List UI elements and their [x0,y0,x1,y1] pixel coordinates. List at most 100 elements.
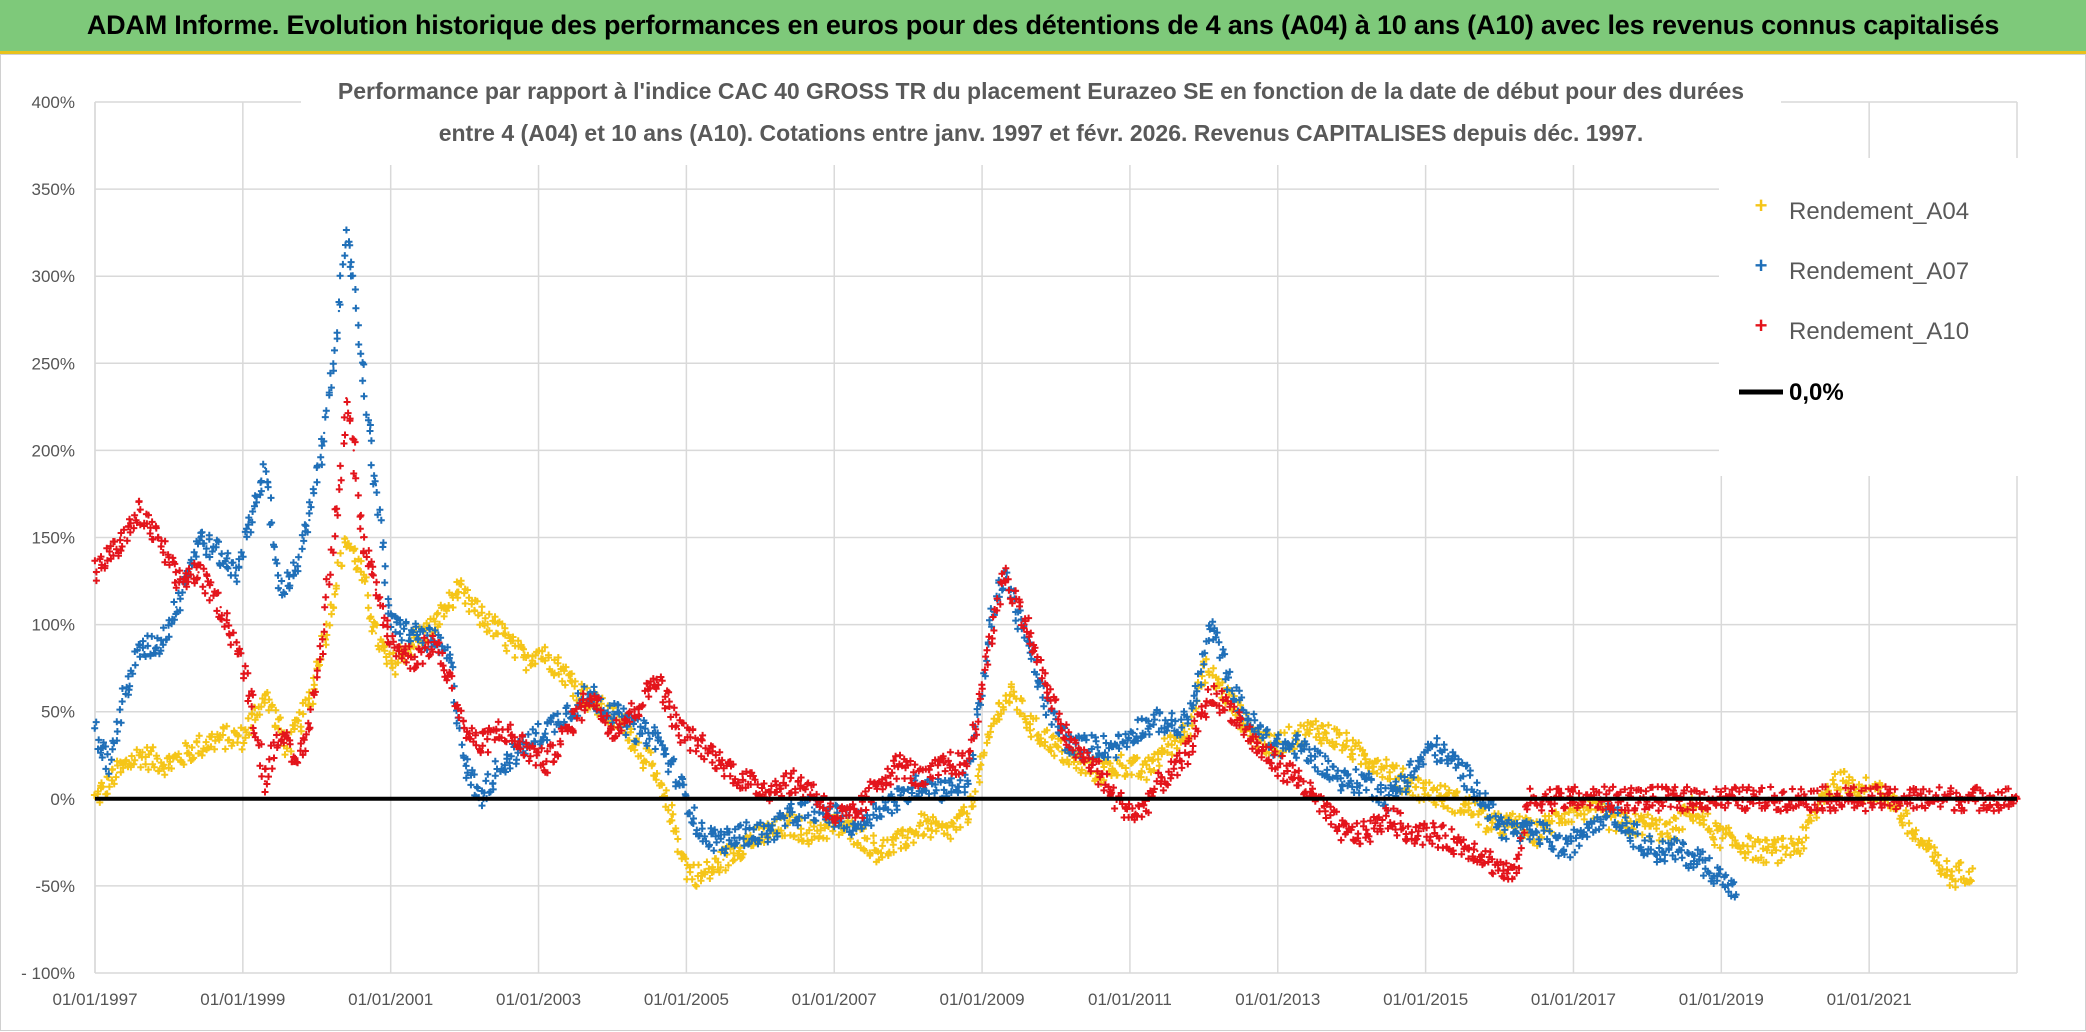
data-point [278,727,282,731]
data-point [359,536,363,539]
data-point [943,832,947,835]
data-point [980,762,984,766]
data-point [1779,849,1782,853]
data-point [1195,727,1198,731]
data-point [633,727,636,731]
data-point [589,693,592,696]
data-point [433,623,437,626]
legend-item-a07: + Rendement_A07 [1755,253,1970,285]
data-point [655,675,659,679]
data-point [522,745,525,748]
legend-item-zero: 0,0% [1739,379,1844,406]
data-point [219,553,222,557]
data-point [921,780,925,783]
data-point [655,736,659,740]
data-point [810,788,814,792]
data-point [677,780,681,783]
data-point [788,815,792,818]
data-point [308,518,311,522]
data-point [877,849,880,853]
data-point [1653,849,1656,853]
data-point [1675,849,1679,853]
data-point [1210,693,1213,696]
data-point [522,658,525,661]
data-point [1542,832,1546,835]
data-point [330,605,333,609]
data-point [1431,745,1435,748]
data-point [1646,823,1649,827]
y-tick-label: 400% [32,93,75,112]
data-point [345,396,348,400]
x-tick-label: 01/01/2017 [1531,990,1616,1009]
data-point [197,536,200,539]
data-point [293,762,296,766]
data-point [1076,762,1080,766]
data-point [1757,849,1760,853]
data-point [722,762,725,766]
data-point [1498,867,1501,870]
data-point [463,762,466,766]
data-point [411,632,415,635]
data-point [138,754,141,757]
y-tick-label: -50% [35,877,75,896]
data-point [899,841,902,844]
data-point [374,588,378,591]
performance-chart: 400% 350% 300% 250% 200% 150% 100% 50% 0% -50% - 1… [21,57,2025,1009]
y-tick-label: - 100% [21,964,75,983]
data-point [1564,849,1568,853]
x-tick-label: 01/01/2001 [348,990,433,1009]
data-point [175,579,178,583]
y-axis: 400% 350% 300% 250% 200% 150% 100% 50% 0% -50% - 1… [21,93,75,983]
data-point [685,867,688,870]
data-point [1365,780,1368,783]
data-point [1387,815,1390,818]
data-point [448,675,452,679]
data-point [1276,745,1279,748]
data-point [1734,841,1738,844]
data-point [1165,745,1169,748]
data-point [1557,815,1560,818]
chart-title-line-1: Performance par rapport à l'indice CAC 4… [338,78,1744,104]
data-point [278,588,282,591]
data-point [1476,849,1479,853]
data-point [160,545,163,548]
data-point [1276,762,1279,766]
data-point [788,823,792,827]
data-point [322,431,326,435]
data-point [988,623,991,626]
data-point [1720,875,1723,879]
series-rendement-a04 [90,535,1977,891]
data-point [1158,719,1161,722]
data-point [93,727,97,731]
series-points [90,535,1977,891]
data-point [359,362,363,365]
y-tick-label: 350% [32,180,75,199]
data-point [1971,867,1974,870]
data-point [1409,832,1413,835]
report-title: ADAM Informe. Evolution historique des p… [86,10,2000,40]
data-point [1668,832,1671,835]
data-point [448,658,452,661]
data-point [175,605,178,609]
data-point [537,649,540,652]
data-point [108,553,111,557]
data-point [263,466,267,470]
data-point [722,841,725,844]
chart-title-line-2: entre 4 (A04) et 10 ans (A10). Cotations… [439,120,1644,146]
data-point [1232,710,1235,713]
data-point [677,727,681,731]
data-point [1003,571,1006,574]
data-point [286,745,289,748]
data-point [1476,788,1479,792]
data-point [943,788,947,792]
data-point [478,614,481,618]
data-point [1054,745,1058,748]
data-point [559,666,562,670]
y-tick-label: 150% [32,529,75,548]
x-tick-label: 01/01/1997 [52,990,137,1009]
data-point [389,640,392,644]
data-point [1158,780,1161,783]
data-point [160,640,163,644]
data-point [766,788,769,792]
data-point [167,762,171,766]
